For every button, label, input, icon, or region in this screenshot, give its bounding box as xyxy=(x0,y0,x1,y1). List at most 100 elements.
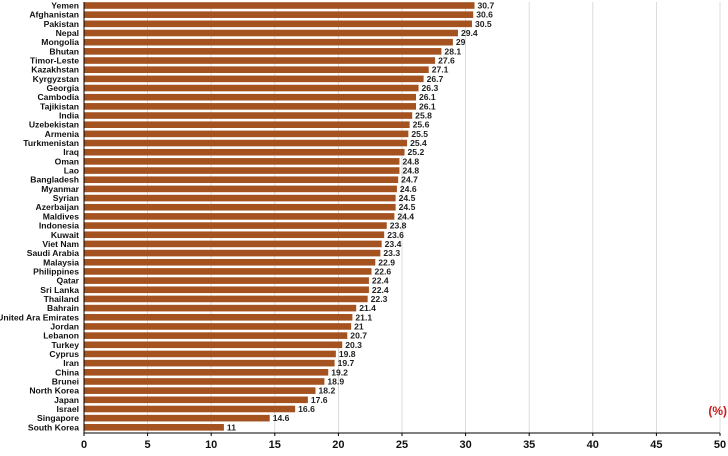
bar-china xyxy=(84,369,329,376)
bar-brunei xyxy=(84,378,325,385)
value-label-yemen: 30.7 xyxy=(478,1,495,11)
category-label-china: China xyxy=(55,367,79,377)
bar-bhutan xyxy=(84,48,442,55)
x-tick-label-50: 50 xyxy=(714,439,726,451)
bar-united-ara-emirates xyxy=(84,313,353,321)
category-label-qatar: Qatar xyxy=(57,276,80,286)
category-label-kazakhstan: Kazakhstan xyxy=(31,65,79,75)
category-label-myanmar: Myanmar xyxy=(41,184,79,194)
bar-yemen xyxy=(84,2,475,9)
bar-tajikistan xyxy=(84,103,416,110)
value-label-turkey: 20.3 xyxy=(345,340,362,350)
value-label-indonesia: 23.8 xyxy=(390,221,407,231)
bar-viet-nam xyxy=(84,240,382,248)
category-label-thailand: Thailand xyxy=(44,294,79,304)
bar-philippines xyxy=(84,268,372,275)
x-tick-label-25: 25 xyxy=(396,439,408,451)
bar-cambodia xyxy=(84,93,416,101)
value-label-lebanon: 20.7 xyxy=(350,331,367,341)
bar-thailand xyxy=(84,295,368,303)
category-label-lao: Lao xyxy=(64,166,79,176)
value-label-jordan: 21 xyxy=(354,321,364,331)
category-label-turkmenistan: Turkmenistan xyxy=(23,138,79,148)
category-label-timor-leste: Timor-Leste xyxy=(30,56,79,66)
value-label-oman: 24.8 xyxy=(402,156,419,166)
x-tick-label-45: 45 xyxy=(650,439,662,451)
unit-label: (%) xyxy=(708,404,727,418)
value-label-kazakhstan: 27.1 xyxy=(432,65,449,75)
x-tick-label-10: 10 xyxy=(205,439,217,451)
value-label-tajikistan: 26.1 xyxy=(419,101,436,111)
bar-cyprus xyxy=(84,350,336,358)
category-label-bhutan: Bhutan xyxy=(49,46,79,56)
value-label-mongolia: 29 xyxy=(456,37,466,47)
category-label-oman: Oman xyxy=(55,156,79,166)
value-label-united-ara-emirates: 21.1 xyxy=(355,312,372,322)
value-label-india: 25.8 xyxy=(415,111,432,121)
category-label-jordan: Jordan xyxy=(50,321,79,331)
bar-indonesia xyxy=(84,222,387,229)
value-label-philippines: 22.6 xyxy=(374,266,391,276)
category-label-brunei: Brunei xyxy=(52,376,79,386)
category-label-tajikistan: Tajikistan xyxy=(40,101,79,111)
category-label-japan: Japan xyxy=(54,395,79,405)
category-label-singapore: Singapore xyxy=(37,413,79,423)
bar-uzebekistan xyxy=(84,121,410,129)
value-label-afghanistan: 30.6 xyxy=(476,10,493,20)
value-label-bahrain: 21.4 xyxy=(359,303,376,313)
category-label-afghanistan: Afghanistan xyxy=(29,10,79,20)
bar-iraq xyxy=(84,148,405,156)
bar-oman xyxy=(84,158,400,165)
bar-azerbaijan xyxy=(84,203,396,211)
value-label-azerbaijan: 24.5 xyxy=(399,202,416,212)
bar-south-korea xyxy=(84,424,224,431)
bar-saudi-arabia xyxy=(84,249,381,257)
bar-bahrain xyxy=(84,304,357,312)
category-label-turkey: Turkey xyxy=(51,340,79,350)
category-label-maldives: Maldives xyxy=(43,211,80,221)
category-label-india: India xyxy=(59,111,79,121)
bar-mongolia xyxy=(84,38,453,46)
bar-pakistan xyxy=(84,20,472,28)
category-label-cyprus: Cyprus xyxy=(49,349,79,359)
bar-nepal xyxy=(84,29,458,37)
category-label-israel: Israel xyxy=(57,404,79,414)
bar-malaysia xyxy=(84,258,376,266)
bar-kyrgyzstan xyxy=(84,75,424,83)
category-label-sri-lanka: Sri Lanka xyxy=(40,285,79,295)
category-label-united-ara-emirates: United Ara Emirates xyxy=(0,312,79,322)
category-label-iran: Iran xyxy=(63,358,79,368)
x-tick-label-35: 35 xyxy=(523,439,535,451)
bar-afghanistan xyxy=(84,11,474,18)
category-label-yemen: Yemen xyxy=(51,1,79,11)
value-label-japan: 17.6 xyxy=(311,395,328,405)
bar-israel xyxy=(84,405,296,413)
bar-lebanon xyxy=(84,332,348,339)
value-label-iran: 19.7 xyxy=(338,358,355,368)
category-label-philippines: Philippines xyxy=(33,266,79,276)
value-label-brunei: 18.9 xyxy=(327,376,344,386)
bar-lao xyxy=(84,167,400,174)
category-label-uzebekistan: Uzebekistan xyxy=(29,120,79,130)
category-label-syrian: Syrian xyxy=(53,193,79,203)
bar-jordan xyxy=(84,323,352,330)
bars: 30.730.630.529.42928.127.627.126.726.326… xyxy=(84,1,495,432)
value-label-thailand: 22.3 xyxy=(371,294,388,304)
value-label-lao: 24.8 xyxy=(402,166,419,176)
value-label-kuwait: 23.6 xyxy=(387,230,404,240)
category-label-malaysia: Malaysia xyxy=(43,257,79,267)
value-label-north-korea: 18.2 xyxy=(319,386,336,396)
value-label-turkmenistan: 25.4 xyxy=(410,138,427,148)
category-label-iraq: Iraq xyxy=(63,147,79,157)
value-label-nepal: 29.4 xyxy=(461,28,478,38)
value-label-iraq: 25.2 xyxy=(408,147,425,157)
value-label-timor-leste: 27.6 xyxy=(438,56,455,66)
category-label-georgia: Georgia xyxy=(47,83,80,93)
bar-iran xyxy=(84,359,335,367)
value-label-saudi-arabia: 23.3 xyxy=(383,248,400,258)
value-label-myanmar: 24.6 xyxy=(400,184,417,194)
value-label-singapore: 14.6 xyxy=(273,413,290,423)
category-label-cambodia: Cambodia xyxy=(37,92,79,102)
